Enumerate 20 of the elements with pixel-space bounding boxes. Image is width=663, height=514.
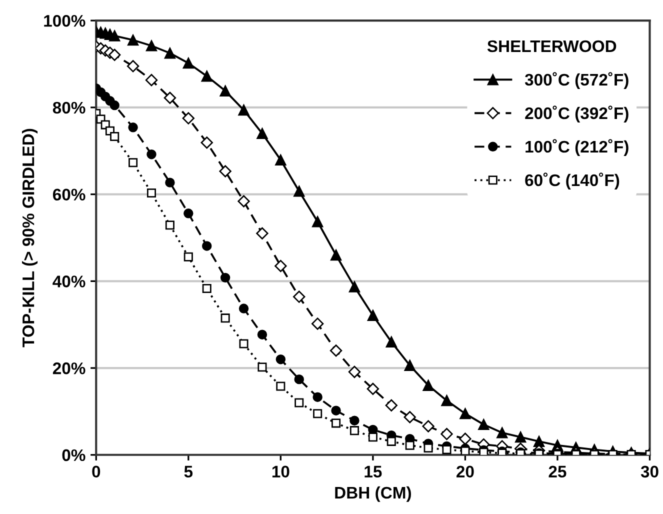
- x-tick-label: 5: [184, 466, 193, 478]
- x-tick-label: 20: [456, 466, 474, 478]
- legend-label: 300˚C (572˚F): [524, 72, 628, 89]
- y-tick-label: 20%: [52, 362, 86, 374]
- y-tick-label: 0%: [62, 449, 86, 462]
- legend-label: 100˚C (212˚F): [526, 139, 628, 156]
- y-tick-label: 80%: [52, 102, 86, 114]
- legend-label: 60˚C (140˚F): [525, 172, 620, 190]
- y-tick-label: 60%: [52, 188, 86, 200]
- x-tick-label: 25: [548, 466, 566, 478]
- x-axis-title: DBH (CM): [335, 486, 411, 502]
- y-tick-label: 40%: [52, 276, 86, 288]
- y-axis-title: TOP-KILL (> 90% GIRDLED): [22, 128, 38, 348]
- x-tick-label: 10: [272, 466, 290, 478]
- legend-label: 200˚C (392˚F): [525, 106, 628, 122]
- x-tick-label: 0: [92, 466, 100, 478]
- x-tick-label: 30: [640, 466, 658, 478]
- legend-title: SHELTERWOOD: [487, 40, 616, 52]
- y-tick-label: 100%: [44, 14, 86, 27]
- x-tick-label: 15: [364, 466, 382, 478]
